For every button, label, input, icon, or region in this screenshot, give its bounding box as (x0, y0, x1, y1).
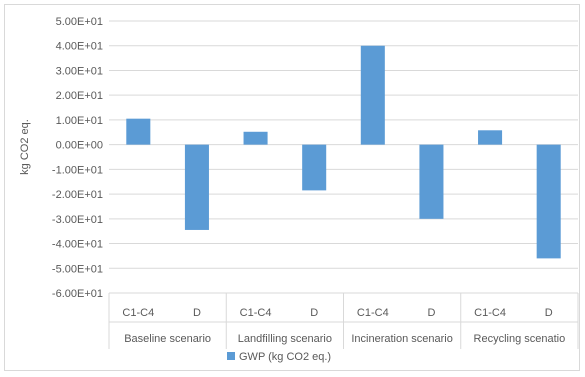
bar (243, 131, 268, 145)
y-tick-label: -4.00E+01 (52, 239, 103, 251)
y-tick-label: 1.00E+01 (56, 115, 103, 127)
x-category-label: C1-C4 (357, 307, 389, 319)
x-category-label: C1-C4 (240, 307, 272, 319)
x-category-label: D (193, 307, 201, 319)
bar (478, 130, 503, 145)
y-tick-label: -3.00E+01 (52, 214, 103, 226)
bar (184, 144, 209, 230)
bar (360, 45, 385, 145)
x-category-label: C1-C4 (474, 307, 506, 319)
y-tick-label: -5.00E+01 (52, 263, 103, 275)
bar (302, 144, 327, 191)
legend-swatch (227, 352, 235, 360)
x-category-label: D (427, 307, 435, 319)
y-tick-label: 2.00E+01 (56, 90, 103, 102)
y-tick-label: -2.00E+01 (52, 189, 103, 201)
legend: GWP (kg CO2 eq.) (227, 351, 331, 363)
y-axis-ticks: 5.00E+01 4.00E+01 3.00E+01 2.00E+01 1.00E+01… (52, 16, 103, 300)
bars (126, 45, 561, 259)
y-tick-label: -1.00E+01 (52, 164, 103, 176)
x-group-label: Recycling scenatio (474, 333, 566, 345)
gridlines (109, 20, 578, 294)
y-axis-label: kg CO2 eq. (19, 119, 31, 175)
x-category-label: D (310, 307, 318, 319)
x-group-label: Incineration scenario (351, 333, 453, 345)
x-axis: C1-C4 D Baseline scenario C1-C4 D Landfilling… (108, 293, 579, 349)
y-tick-label: -6.00E+01 (52, 288, 103, 300)
x-group-label: Baseline scenario (124, 333, 211, 345)
x-category-label: C1-C4 (122, 307, 154, 319)
bar (126, 118, 151, 145)
bar (419, 144, 444, 219)
y-tick-label: 5.00E+01 (56, 16, 103, 28)
bar (536, 144, 561, 259)
y-tick-label: 4.00E+01 (56, 41, 103, 53)
gwp-bar-chart: 5.00E+01 4.00E+01 3.00E+01 2.00E+01 1.00E+01… (19, 16, 579, 363)
x-group-label: Landfilling scenario (238, 333, 332, 345)
legend-label: GWP (kg CO2 eq.) (239, 351, 331, 363)
x-category-label: D (545, 307, 553, 319)
y-tick-label: 3.00E+01 (56, 65, 103, 77)
y-tick-label: 0.00E+00 (56, 140, 103, 152)
chart-frame: 5.00E+01 4.00E+01 3.00E+01 2.00E+01 1.00E+01… (4, 4, 580, 371)
